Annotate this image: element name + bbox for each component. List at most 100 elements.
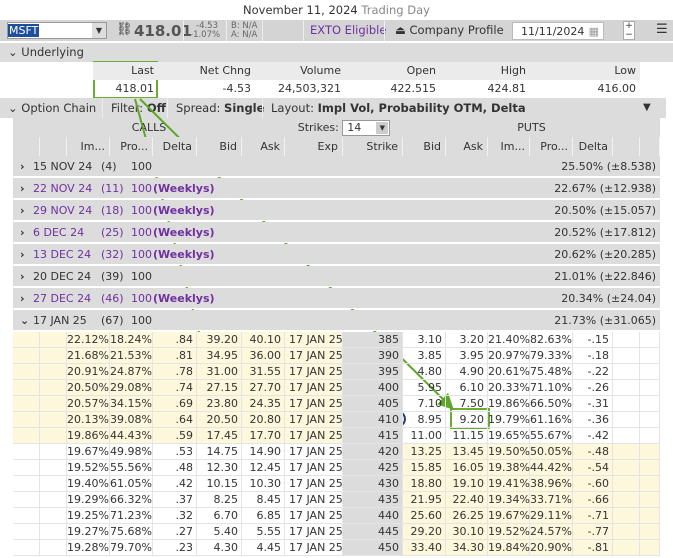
put-ask[interactable]: 7.50 (446, 396, 488, 412)
put-ask[interactable]: 11.15 (446, 428, 488, 444)
call-bid[interactable]: 17.45 (197, 428, 242, 444)
column-header[interactable]: Bid (403, 137, 446, 156)
call-bid[interactable]: 12.30 (197, 460, 242, 476)
chevron-right-icon[interactable]: › (20, 270, 25, 283)
call-ask[interactable]: 8.45 (242, 492, 285, 508)
put-ask[interactable]: 16.05 (446, 460, 488, 476)
column-header[interactable]: Bid (197, 137, 242, 156)
call-ask[interactable]: 10.30 (242, 476, 285, 492)
call-ask[interactable]: 12.45 (242, 460, 285, 476)
put-bid[interactable]: 33.40 (403, 540, 446, 556)
call-ask[interactable]: 4.45 (242, 540, 285, 556)
symbol-input[interactable]: MSFT ▼ (7, 22, 107, 39)
put-ask[interactable]: 3.20 (446, 332, 488, 348)
call-bid[interactable]: 5.40 (197, 524, 242, 540)
call-bid[interactable]: 8.25 (197, 492, 242, 508)
call-bid[interactable]: 6.70 (197, 508, 242, 524)
put-ask[interactable]: 19.10 (446, 476, 488, 492)
expiration-row[interactable]: › 29 NOV 24 (18) 100 (Weeklys) 20.50% (±15.05… (13, 200, 660, 221)
call-ask[interactable]: 27.70 (242, 380, 285, 396)
chevron-right-icon[interactable]: › (20, 160, 25, 173)
column-header[interactable]: Pro... (530, 137, 573, 156)
call-bid[interactable]: 34.95 (197, 348, 242, 364)
chevron-down-icon[interactable]: ⌄ (20, 314, 30, 327)
date-input[interactable]: 11/11/2024 ▦ (512, 22, 604, 40)
call-ask[interactable]: 6.85 (242, 508, 285, 524)
underlying-section-header[interactable]: ⌄ Underlying (0, 43, 673, 62)
put-ask[interactable]: 34.30 (446, 540, 488, 556)
put-ask[interactable]: 6.10 (446, 380, 488, 396)
expiration-row[interactable]: ⌄ 17 JAN 25 (67) 100 21.73% (±31.065) (13, 310, 660, 331)
column-header[interactable]: Delta (573, 137, 613, 156)
exto-eligible-link[interactable]: EXTO Eligible (310, 23, 387, 37)
expiration-row[interactable]: › 27 DEC 24 (46) 100 (Weeklys) 20.34% (±24.04… (13, 288, 660, 309)
call-ask[interactable]: 31.55 (242, 364, 285, 380)
put-ask[interactable]: 9.20 (446, 412, 488, 428)
call-bid[interactable]: 31.00 (197, 364, 242, 380)
menu-icon[interactable]: ☰ (656, 22, 668, 37)
column-header[interactable]: Ask (242, 137, 285, 156)
call-ask[interactable]: 14.90 (242, 444, 285, 460)
option-chain-toggle[interactable]: ⌄ Option Chain (8, 101, 97, 115)
put-bid[interactable]: 15.85 (403, 460, 446, 476)
column-header[interactable] (613, 137, 640, 156)
put-ask[interactable]: 30.10 (446, 524, 488, 540)
spread-dropdown[interactable]: Spread: Single (167, 98, 264, 118)
put-ask[interactable]: 3.95 (446, 348, 488, 364)
call-ask[interactable]: 40.10 (242, 332, 285, 348)
expiration-row[interactable]: › 20 DEC 24 (39) 100 21.01% (±22.846) (13, 266, 660, 287)
call-ask[interactable]: 24.35 (242, 396, 285, 412)
call-bid[interactable]: 14.75 (197, 444, 242, 460)
call-ask[interactable]: 17.70 (242, 428, 285, 444)
put-bid[interactable]: 21.95 (403, 492, 446, 508)
put-ask[interactable]: 26.25 (446, 508, 488, 524)
expiration-row[interactable]: › 15 NOV 24 (4) 100 25.50% (±8.538) (13, 156, 660, 177)
column-header[interactable]: Im... (67, 137, 110, 156)
date-stepper[interactable]: + − (623, 21, 635, 40)
put-bid[interactable]: 3.85 (403, 348, 446, 364)
expiration-row[interactable]: › 6 DEC 24 (25) 100 (Weeklys) 20.52% (±17.812… (13, 222, 660, 243)
column-header[interactable] (13, 137, 40, 156)
call-bid[interactable]: 39.20 (197, 332, 242, 348)
expiration-row[interactable]: › 22 NOV 24 (11) 100 (Weeklys) 22.67% (±12.93… (13, 178, 660, 199)
put-bid[interactable]: 7.10 (403, 396, 446, 412)
column-header[interactable]: Strike (343, 137, 403, 156)
call-ask[interactable]: 5.55 (242, 524, 285, 540)
column-header[interactable]: Pro... (110, 137, 153, 156)
company-profile-button[interactable]: ⏏ Company Profile (395, 23, 504, 37)
chevron-right-icon[interactable]: › (20, 292, 25, 305)
layout-dropdown[interactable]: Layout: Impl Vol, Probability OTM, Delta (262, 98, 526, 118)
put-bid[interactable]: 29.20 (403, 524, 446, 540)
put-bid[interactable]: 25.60 (403, 508, 446, 524)
call-bid[interactable]: 10.15 (197, 476, 242, 492)
column-header[interactable]: Exp (285, 137, 343, 156)
put-bid[interactable]: 11.00 (403, 428, 446, 444)
column-header[interactable] (40, 137, 67, 156)
chevron-right-icon[interactable]: › (20, 182, 25, 195)
call-bid[interactable]: 20.50 (197, 412, 242, 428)
strikes-select[interactable]: 14 ▼ (342, 120, 391, 136)
calendar-icon[interactable]: ▦ (588, 25, 599, 38)
column-header[interactable]: Delta (153, 137, 197, 156)
call-ask[interactable]: 36.00 (242, 348, 285, 364)
put-ask[interactable]: 22.40 (446, 492, 488, 508)
column-header[interactable]: Ask (446, 137, 488, 156)
call-bid[interactable]: 4.30 (197, 540, 242, 556)
call-ask[interactable]: 20.80 (242, 412, 285, 428)
column-header[interactable] (640, 137, 660, 156)
filter-dropdown[interactable]: Filter: Off (102, 98, 166, 118)
put-bid[interactable]: 5.95 (403, 380, 446, 396)
column-header[interactable]: Im... (488, 137, 530, 156)
put-bid[interactable]: 4.80 (403, 364, 446, 380)
put-bid[interactable]: 8.95 (403, 412, 446, 428)
call-bid[interactable]: 23.80 (197, 396, 242, 412)
chevron-right-icon[interactable]: › (20, 204, 25, 217)
put-bid[interactable]: 13.25 (403, 444, 446, 460)
chevron-right-icon[interactable]: › (20, 226, 25, 239)
put-ask[interactable]: 13.45 (446, 444, 488, 460)
expiration-row[interactable]: › 13 DEC 24 (32) 100 (Weeklys) 20.62% (±20.28… (13, 244, 660, 265)
chevron-down-icon[interactable]: ▼ (92, 23, 106, 38)
put-bid[interactable]: 18.80 (403, 476, 446, 492)
collapse-icon[interactable]: ▼ (643, 102, 651, 113)
chevron-right-icon[interactable]: › (20, 248, 25, 261)
